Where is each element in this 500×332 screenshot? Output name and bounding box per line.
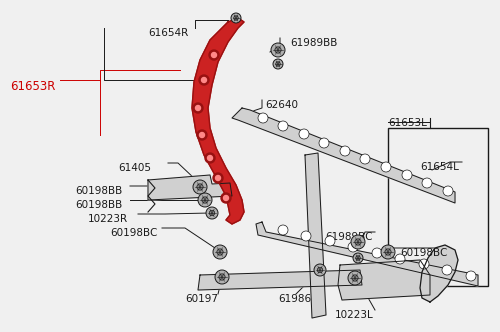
Circle shape — [348, 271, 362, 285]
Circle shape — [193, 180, 207, 194]
Circle shape — [275, 47, 281, 53]
Circle shape — [202, 77, 206, 82]
Circle shape — [319, 138, 329, 148]
Text: 60197: 60197 — [185, 294, 218, 304]
Circle shape — [271, 43, 285, 57]
Circle shape — [351, 235, 365, 249]
Circle shape — [422, 178, 432, 188]
Text: 61653R: 61653R — [10, 80, 56, 93]
Text: 61405: 61405 — [118, 163, 151, 173]
Circle shape — [353, 253, 363, 263]
Text: 61654L: 61654L — [420, 162, 459, 172]
Circle shape — [196, 106, 200, 111]
Circle shape — [234, 16, 238, 20]
Circle shape — [348, 242, 358, 252]
Text: 10223L: 10223L — [335, 310, 374, 320]
Text: 10223R: 10223R — [88, 214, 128, 224]
Circle shape — [208, 155, 212, 160]
Circle shape — [197, 130, 207, 140]
Circle shape — [466, 271, 476, 281]
Text: 60198BB: 60198BB — [75, 200, 122, 210]
Circle shape — [402, 170, 412, 180]
Circle shape — [276, 62, 280, 66]
Circle shape — [314, 264, 326, 276]
Circle shape — [258, 113, 268, 123]
Circle shape — [318, 267, 322, 273]
Text: 61989BB: 61989BB — [290, 38, 338, 48]
Circle shape — [372, 248, 382, 258]
Circle shape — [355, 239, 361, 245]
Circle shape — [213, 245, 227, 259]
Polygon shape — [256, 222, 478, 286]
Circle shape — [210, 210, 214, 216]
Circle shape — [443, 186, 453, 196]
Polygon shape — [338, 260, 430, 300]
Text: 60198BC: 60198BC — [400, 248, 448, 258]
Circle shape — [202, 197, 208, 203]
Circle shape — [381, 245, 395, 259]
Circle shape — [273, 59, 283, 69]
Circle shape — [209, 50, 219, 60]
Bar — [388, 128, 488, 286]
Circle shape — [278, 121, 288, 131]
Circle shape — [216, 176, 220, 181]
Polygon shape — [232, 108, 455, 203]
Circle shape — [299, 129, 309, 139]
Text: 61986: 61986 — [278, 294, 311, 304]
Circle shape — [381, 162, 391, 172]
Circle shape — [356, 256, 360, 260]
Text: 62640: 62640 — [265, 100, 298, 110]
Circle shape — [215, 270, 229, 284]
Circle shape — [193, 103, 203, 113]
Circle shape — [198, 193, 212, 207]
Circle shape — [419, 259, 429, 269]
Polygon shape — [305, 153, 326, 318]
Circle shape — [278, 225, 288, 235]
Circle shape — [206, 207, 218, 219]
Text: 61989BC: 61989BC — [325, 232, 372, 242]
Circle shape — [200, 132, 204, 137]
Circle shape — [224, 196, 228, 201]
Circle shape — [340, 146, 350, 156]
Circle shape — [442, 265, 452, 275]
Circle shape — [213, 173, 223, 183]
Circle shape — [217, 249, 223, 255]
Polygon shape — [148, 175, 232, 200]
Circle shape — [205, 153, 215, 163]
Polygon shape — [198, 270, 362, 290]
Circle shape — [199, 75, 209, 85]
Text: 61654R: 61654R — [148, 28, 188, 38]
Text: 60198BC: 60198BC — [110, 228, 158, 238]
Circle shape — [197, 184, 203, 190]
Circle shape — [221, 193, 231, 203]
Circle shape — [395, 254, 405, 264]
Circle shape — [360, 154, 370, 164]
Circle shape — [212, 52, 216, 57]
Text: 60198BB: 60198BB — [75, 186, 122, 196]
Circle shape — [219, 274, 225, 280]
Text: 61653L: 61653L — [388, 118, 427, 128]
Circle shape — [385, 249, 391, 255]
Polygon shape — [192, 18, 244, 224]
Circle shape — [301, 231, 311, 241]
Circle shape — [231, 13, 241, 23]
Circle shape — [325, 236, 335, 246]
Polygon shape — [420, 245, 458, 302]
Circle shape — [352, 275, 358, 281]
